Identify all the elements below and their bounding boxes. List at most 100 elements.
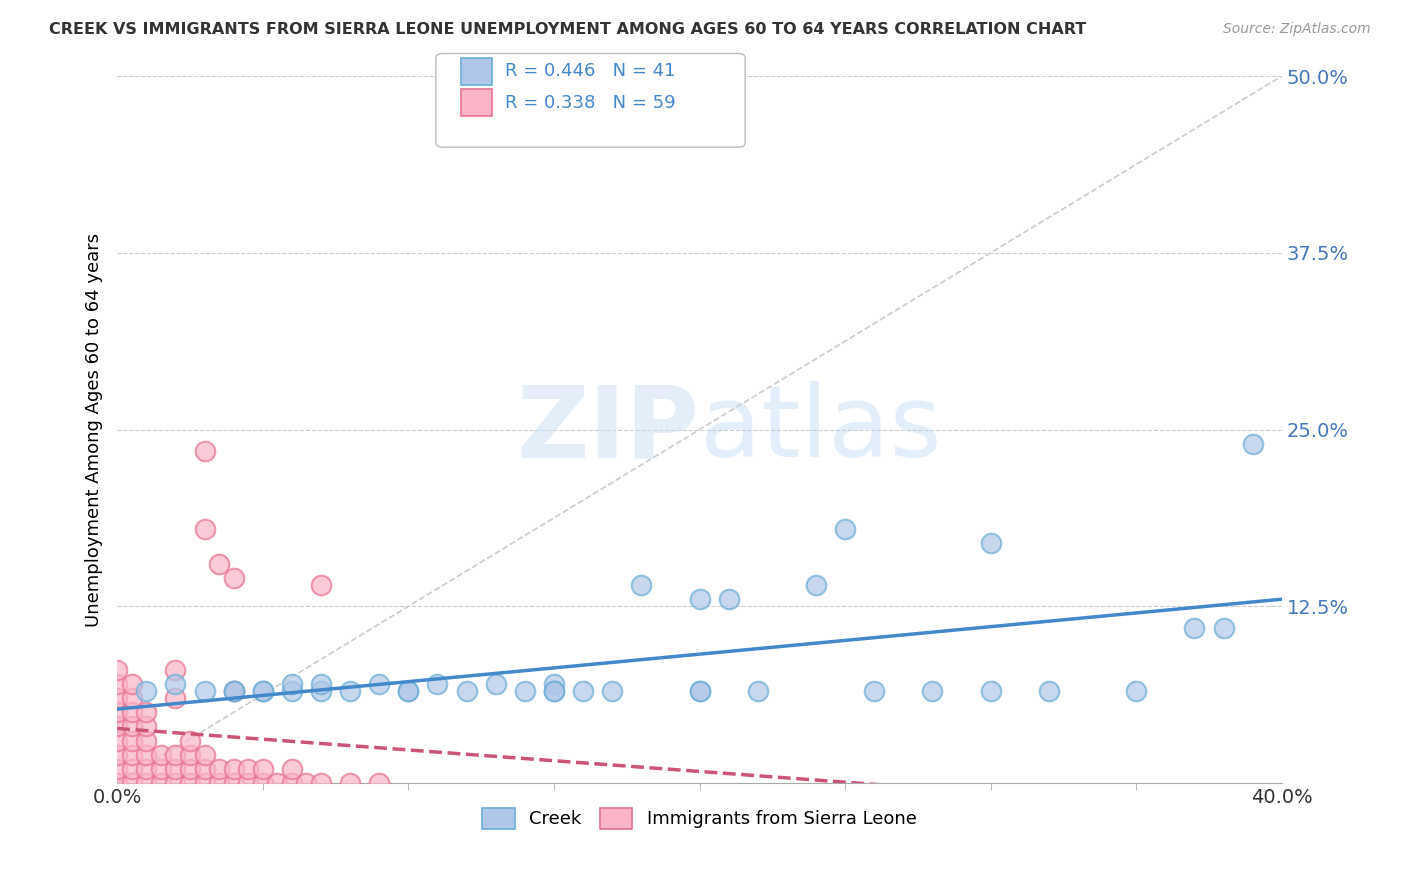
Point (121, 691, 143, 706)
Point (1038, 684, 1060, 698)
Point (222, 776, 245, 790)
Text: ZIP: ZIP (516, 381, 700, 478)
Point (396, 684, 419, 698)
Point (105, 691, 128, 706)
Point (121, 762, 143, 776)
Point (281, 762, 304, 776)
Point (105, 733, 128, 747)
Point (135, 733, 157, 747)
Y-axis label: Unemployment Among Ages 60 to 64 years: Unemployment Among Ages 60 to 64 years (86, 233, 103, 626)
Point (309, 684, 332, 698)
Point (689, 592, 711, 607)
Text: Source: ZipAtlas.com: Source: ZipAtlas.com (1223, 22, 1371, 37)
Point (804, 578, 827, 592)
Point (630, 578, 652, 592)
Point (208, 776, 231, 790)
Point (426, 677, 449, 691)
Point (121, 719, 143, 733)
Point (105, 706, 128, 720)
Point (121, 733, 143, 747)
Point (165, 677, 187, 691)
Point (368, 776, 391, 790)
Point (980, 684, 1002, 698)
Point (121, 706, 143, 720)
Point (135, 684, 157, 698)
Point (281, 684, 304, 698)
Point (105, 762, 128, 776)
Point (980, 535, 1002, 549)
Point (135, 706, 157, 720)
Text: CREEK VS IMMIGRANTS FROM SIERRA LEONE UNEMPLOYMENT AMONG AGES 60 TO 64 YEARS COR: CREEK VS IMMIGRANTS FROM SIERRA LEONE UN… (49, 22, 1087, 37)
Point (208, 557, 231, 571)
Point (689, 684, 711, 698)
Text: R = 0.338   N = 59: R = 0.338 N = 59 (505, 94, 675, 112)
Point (281, 677, 304, 691)
Point (1125, 684, 1147, 698)
Point (193, 522, 215, 536)
Point (238, 776, 260, 790)
Point (149, 747, 172, 762)
Point (252, 776, 274, 790)
Point (121, 776, 143, 790)
Point (105, 776, 128, 790)
Point (193, 443, 215, 458)
Point (121, 677, 143, 691)
Point (456, 684, 478, 698)
Point (105, 663, 128, 677)
Point (222, 684, 245, 698)
Point (222, 571, 245, 585)
Point (600, 684, 623, 698)
Text: R = 0.446   N = 41: R = 0.446 N = 41 (505, 62, 675, 80)
Point (193, 747, 215, 762)
Point (572, 684, 595, 698)
Point (179, 747, 201, 762)
Point (165, 691, 187, 706)
Point (252, 762, 274, 776)
Point (281, 776, 304, 790)
Point (543, 684, 565, 698)
Point (238, 762, 260, 776)
Point (135, 747, 157, 762)
Point (222, 684, 245, 698)
Point (165, 663, 187, 677)
Point (135, 762, 157, 776)
Point (309, 578, 332, 592)
Point (193, 776, 215, 790)
Point (121, 747, 143, 762)
Point (309, 776, 332, 790)
Point (149, 762, 172, 776)
Point (689, 684, 711, 698)
Point (193, 762, 215, 776)
Point (193, 684, 215, 698)
Point (1241, 436, 1264, 450)
Point (179, 776, 201, 790)
Point (149, 776, 172, 790)
Point (513, 684, 536, 698)
Point (165, 747, 187, 762)
Text: atlas: atlas (700, 381, 941, 478)
Point (105, 747, 128, 762)
Point (295, 776, 318, 790)
Point (543, 677, 565, 691)
Point (717, 592, 740, 607)
Point (135, 719, 157, 733)
Point (485, 677, 508, 691)
Point (252, 684, 274, 698)
Point (135, 776, 157, 790)
Point (339, 776, 361, 790)
Point (396, 684, 419, 698)
Legend: Creek, Immigrants from Sierra Leone: Creek, Immigrants from Sierra Leone (477, 803, 922, 834)
Point (747, 684, 769, 698)
Point (105, 677, 128, 691)
Point (252, 684, 274, 698)
Point (309, 677, 332, 691)
Point (165, 762, 187, 776)
Point (863, 684, 886, 698)
Point (368, 677, 391, 691)
Point (1184, 620, 1206, 634)
Point (222, 684, 245, 698)
Point (179, 762, 201, 776)
Point (222, 762, 245, 776)
Point (339, 684, 361, 698)
Point (208, 762, 231, 776)
